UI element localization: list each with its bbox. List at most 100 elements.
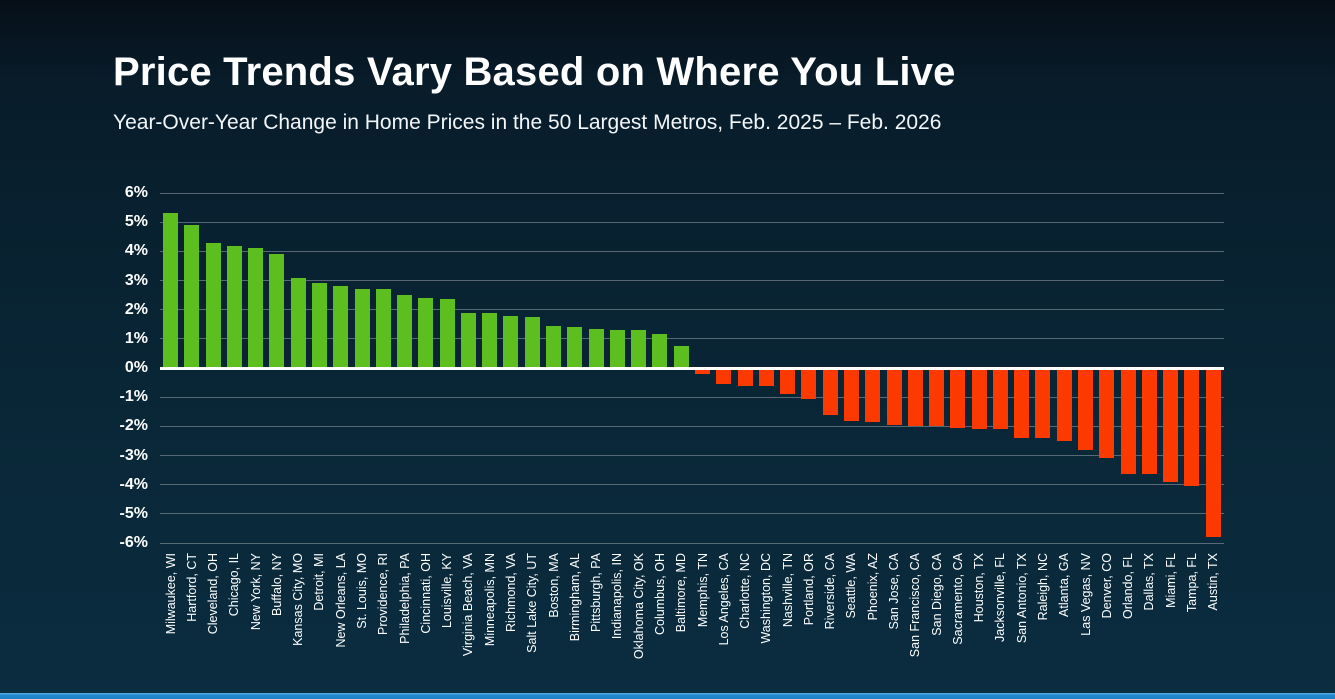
bar-louisville-ky: [439, 299, 455, 368]
bar-providence-ri: [375, 289, 391, 368]
bar-charlotte-nc: [737, 368, 753, 386]
gridline: [160, 513, 1224, 515]
bar-nashville-tn: [780, 368, 796, 395]
x-tick-label: San Jose, CA: [887, 553, 902, 630]
x-tick-label: Riverside, CA: [823, 553, 838, 630]
x-tick-label: Columbus, OH: [652, 553, 667, 635]
bar-portland-or: [801, 368, 817, 399]
bar-detroit-mi: [311, 283, 327, 368]
bar-buffalo-ny: [269, 254, 285, 368]
gridline: [160, 484, 1224, 486]
bar-salt-lake-city-ut: [524, 316, 540, 368]
zero-axis-line: [160, 366, 1224, 370]
bar-seattle-wa: [843, 368, 859, 421]
x-tick-label: Tampa, FL: [1184, 553, 1199, 613]
x-tick-label: Birmingham, AL: [567, 553, 582, 642]
x-tick-label: San Diego, CA: [929, 553, 944, 636]
y-tick-label: 1%: [124, 329, 148, 347]
x-tick-label: Raleigh, NC: [1035, 553, 1050, 621]
x-tick-label: Oklahoma City, OK: [631, 553, 646, 660]
footer-accent-bar: [0, 693, 1335, 699]
y-tick-label: -6%: [119, 534, 148, 551]
x-tick-label: Jacksonville, FL: [993, 553, 1008, 642]
bar-austin-tx: [1205, 368, 1221, 538]
y-tick-label: -4%: [119, 475, 148, 493]
bar-memphis-tn: [695, 368, 710, 374]
x-axis-labels: Milwaukee, WI Hartford, CT Cleveland, OH Ch…: [160, 553, 1224, 699]
bar-cincinnati-oh: [418, 298, 434, 368]
bar-cleveland-oh: [205, 242, 221, 368]
y-tick-label: 6%: [124, 184, 148, 201]
bar-virginia-beach-va: [460, 312, 476, 368]
x-tick-label: Buffalo, NY: [269, 553, 284, 617]
x-tick-label: Las Vegas, NV: [1078, 553, 1093, 636]
bar-los-angeles-ca: [716, 368, 732, 385]
bar-san-antonio-tx: [1014, 368, 1030, 438]
bar-chicago-il: [226, 245, 242, 368]
bar-philadelphia-pa: [397, 295, 413, 368]
bar-columbus-oh: [652, 334, 668, 368]
bar-san-diego-ca: [929, 368, 945, 427]
bar-san-jose-ca: [886, 368, 902, 425]
x-tick-label: Nashville, TN: [780, 553, 795, 628]
x-tick-label: Providence, RI: [376, 553, 391, 635]
y-tick-label: 4%: [124, 242, 148, 260]
y-tick-label: 3%: [124, 271, 148, 289]
y-tick-label: -3%: [119, 446, 148, 464]
bar-miami-fl: [1163, 368, 1179, 482]
bar-houston-tx: [971, 368, 987, 430]
page-title: Price Trends Vary Based on Where You Liv…: [113, 50, 956, 94]
gridline: [160, 221, 1224, 223]
gridline: [160, 309, 1224, 311]
chart-header: Price Trends Vary Based on Where You Liv…: [113, 50, 956, 135]
bar-birmingham-al: [567, 327, 583, 368]
x-tick-label: Indianapolis, IN: [610, 553, 625, 640]
bar-washington-dc: [758, 368, 774, 386]
y-tick-label: 0%: [124, 359, 148, 376]
x-tick-label: Baltimore, MD: [674, 553, 689, 633]
x-tick-label: Miami, FL: [1163, 553, 1178, 608]
x-tick-label: Chicago, IL: [227, 553, 242, 617]
bar-orlando-fl: [1120, 368, 1136, 475]
x-tick-label: Milwaukee, WI: [163, 553, 178, 635]
y-tick-label: -1%: [119, 388, 148, 406]
x-tick-label: Seattle, WA: [844, 553, 859, 619]
x-tick-label: New York, NY: [248, 553, 263, 631]
bar-raleigh-nc: [1035, 368, 1051, 438]
bar-phoenix-az: [865, 368, 881, 422]
x-tick-label: Minneapolis, MN: [482, 553, 497, 647]
bar-baltimore-md: [673, 346, 689, 368]
bar-hartford-ct: [184, 225, 200, 368]
x-tick-label: Louisville, KY: [440, 553, 455, 629]
bar-san-francisco-ca: [907, 368, 923, 427]
x-tick-label: Austin, TX: [1206, 553, 1221, 611]
x-tick-label: Denver, CO: [1099, 553, 1114, 619]
bar-dallas-tx: [1141, 368, 1157, 475]
x-tick-label: Orlando, FL: [1121, 553, 1136, 620]
page-subtitle: Year-Over-Year Change in Home Prices in …: [113, 111, 942, 134]
bar-oklahoma-city-ok: [631, 330, 647, 368]
x-tick-label: Los Angeles, CA: [716, 553, 731, 646]
x-tick-label: Sacramento, CA: [950, 553, 965, 645]
x-tick-label: Phoenix, AZ: [865, 553, 880, 621]
gridline: [160, 338, 1224, 340]
gridline: [160, 542, 1224, 544]
x-tick-label: San Francisco, CA: [908, 553, 923, 658]
bar-chart-plot-area: 6% 5% 4% 3% 2% 1% 0% -1% -2% -3% -4% -5% -6% Milwauk…: [120, 184, 1224, 659]
x-tick-label: Richmond, VA: [503, 553, 518, 632]
x-tick-label: Hartford, CT: [184, 553, 199, 622]
x-tick-label: Cleveland, OH: [206, 553, 221, 635]
gridline: [160, 396, 1224, 398]
bar-minneapolis-mn: [482, 312, 498, 368]
bar-kansas-city-mo: [290, 277, 306, 368]
bar-milwaukee-wi: [163, 213, 178, 368]
bar-atlanta-ga: [1056, 368, 1072, 441]
bar-pittsburgh-pa: [588, 328, 604, 368]
gridline: [160, 455, 1224, 456]
x-tick-label: Pittsburgh, PA: [589, 553, 604, 632]
x-tick-label: Portland, OR: [801, 553, 816, 626]
y-tick-label: 2%: [124, 300, 148, 318]
bar-new-orleans-la: [333, 286, 349, 368]
x-tick-label: St. Louis, MO: [355, 553, 370, 629]
bar-denver-co: [1099, 368, 1115, 459]
